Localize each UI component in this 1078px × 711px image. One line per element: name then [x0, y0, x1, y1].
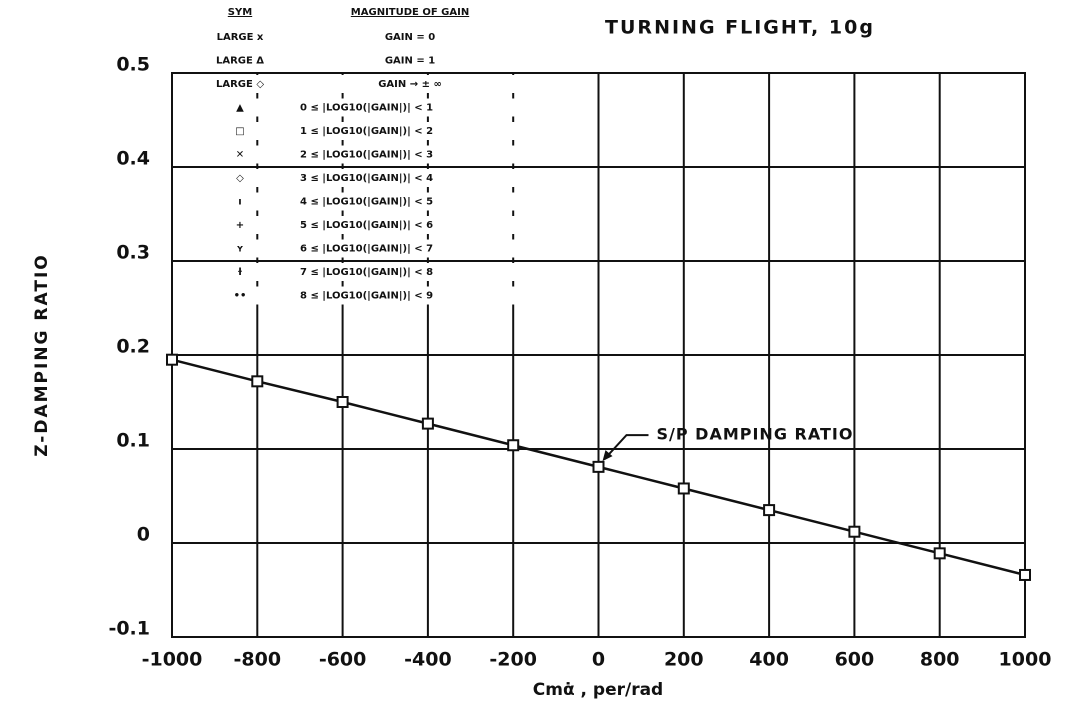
legend-symbol: LARGE x — [217, 32, 264, 43]
legend-symbol: ɫ — [237, 267, 243, 278]
legend-gain: GAIN = 0 — [385, 32, 435, 43]
legend-bg — [195, 28, 515, 46]
legend-gain: 4 ≤ |LOG10(|GAIN|)| < 5 — [300, 197, 433, 208]
y-tick-label: 0.1 — [116, 430, 150, 452]
legend-gain: 5 ≤ |LOG10(|GAIN|)| < 6 — [300, 220, 433, 231]
data-point — [592, 460, 605, 473]
data-point — [1019, 568, 1031, 581]
y-tick-label: 0 — [137, 524, 150, 546]
y-tick-label: -0.1 — [108, 618, 150, 640]
legend-symbol: •• — [234, 291, 247, 302]
legend-gain: 7 ≤ |LOG10(|GAIN|)| < 8 — [300, 267, 433, 278]
y-tick-label: 0.5 — [116, 54, 150, 76]
x-tick-label: 400 — [749, 649, 789, 671]
legend-bg — [195, 75, 515, 93]
data-point — [763, 504, 776, 517]
data-point — [677, 482, 690, 495]
legend-bg — [195, 263, 515, 281]
legend-bg — [195, 192, 515, 211]
data-point — [251, 375, 264, 388]
legend-symbol: ʏ — [236, 244, 243, 255]
annotation-arrowhead — [602, 450, 613, 462]
x-tick-label: 200 — [664, 649, 704, 671]
legend-symbol: □ — [235, 126, 244, 137]
legend-bg — [195, 239, 515, 258]
annotation: S/P DAMPING RATIO — [657, 425, 854, 444]
legend-bg — [195, 98, 515, 117]
legend-bg — [195, 286, 515, 305]
x-tick-label: -200 — [489, 649, 537, 671]
annotation-arrow — [603, 434, 649, 460]
legend-symbol: LARGE Δ — [216, 56, 264, 67]
y-tick-label: 0.2 — [116, 336, 150, 358]
legend-bg — [195, 169, 515, 187]
legend-symbol: LARGE ◇ — [216, 79, 264, 90]
x-tick-label: -1000 — [142, 649, 203, 671]
x-tick-label: 0 — [592, 649, 605, 671]
y-tick-label: 0.4 — [116, 148, 150, 170]
data-point — [933, 547, 946, 560]
legend-bg — [195, 122, 515, 140]
legend-bg — [195, 216, 515, 234]
legend-gain: 8 ≤ |LOG10(|GAIN|)| < 9 — [300, 291, 433, 302]
legend-symbol: + — [236, 220, 244, 231]
legend-header: SYM — [228, 7, 252, 18]
legend-bg — [195, 145, 515, 164]
legend-symbol: ◇ — [236, 173, 244, 184]
data-point — [848, 525, 861, 538]
x-tick-label: 600 — [835, 649, 875, 671]
data-point — [421, 417, 434, 430]
legend-symbol: ı — [238, 197, 241, 208]
legend-gain: 0 ≤ |LOG10(|GAIN|)| < 1 — [300, 103, 433, 114]
legend-bg — [195, 51, 515, 70]
legend-header: MAGNITUDE OF GAIN — [351, 7, 469, 18]
x-tick-label: -800 — [234, 649, 282, 671]
x-tick-label: -600 — [319, 649, 367, 671]
chart-title: TURNING FLIGHT, 10g — [605, 17, 875, 39]
data-point — [166, 353, 178, 366]
y-axis-label: Z-DAMPING RATIO — [32, 253, 52, 456]
y-tick-label: 0.3 — [116, 242, 150, 264]
x-tick-label: 1000 — [999, 649, 1052, 671]
x-tick-label: 800 — [920, 649, 960, 671]
legend-gain: GAIN = 1 — [385, 56, 435, 67]
data-point — [336, 396, 349, 408]
legend-symbol: ✕ — [236, 150, 244, 161]
data-point — [507, 439, 520, 452]
legend-gain: 6 ≤ |LOG10(|GAIN|)| < 7 — [300, 244, 433, 255]
legend-gain: 2 ≤ |LOG10(|GAIN|)| < 3 — [300, 150, 433, 161]
x-axis-label: Cmα̇ , per/rad — [533, 680, 663, 700]
legend-gain: 1 ≤ |LOG10(|GAIN|)| < 2 — [300, 126, 433, 137]
legend-symbol: ▲ — [236, 103, 244, 114]
legend-gain: 3 ≤ |LOG10(|GAIN|)| < 4 — [300, 173, 433, 184]
x-tick-label: -400 — [404, 649, 452, 671]
legend-gain: GAIN → ± ∞ — [378, 79, 442, 90]
